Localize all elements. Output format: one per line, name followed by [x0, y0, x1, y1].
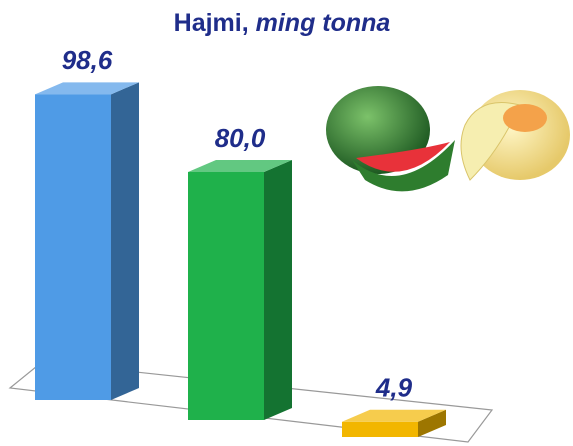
value-label: 98,6 — [62, 45, 113, 75]
bar-side — [111, 82, 139, 400]
bar — [35, 94, 111, 400]
title-unit: ming tonna — [256, 9, 391, 37]
fruit-illustration — [326, 86, 570, 192]
bar-side — [418, 409, 446, 437]
bar — [188, 172, 264, 420]
bar — [342, 421, 418, 437]
bar-top — [188, 160, 292, 172]
value-label: 80,0 — [215, 123, 266, 153]
bar-top — [35, 82, 139, 95]
bar-top — [342, 409, 446, 422]
bar-side — [264, 160, 292, 420]
title-text: Hajmi, — [174, 9, 249, 37]
chart-title: Hajmi, ming tonna — [174, 9, 391, 37]
value-label: 4,9 — [375, 373, 413, 403]
